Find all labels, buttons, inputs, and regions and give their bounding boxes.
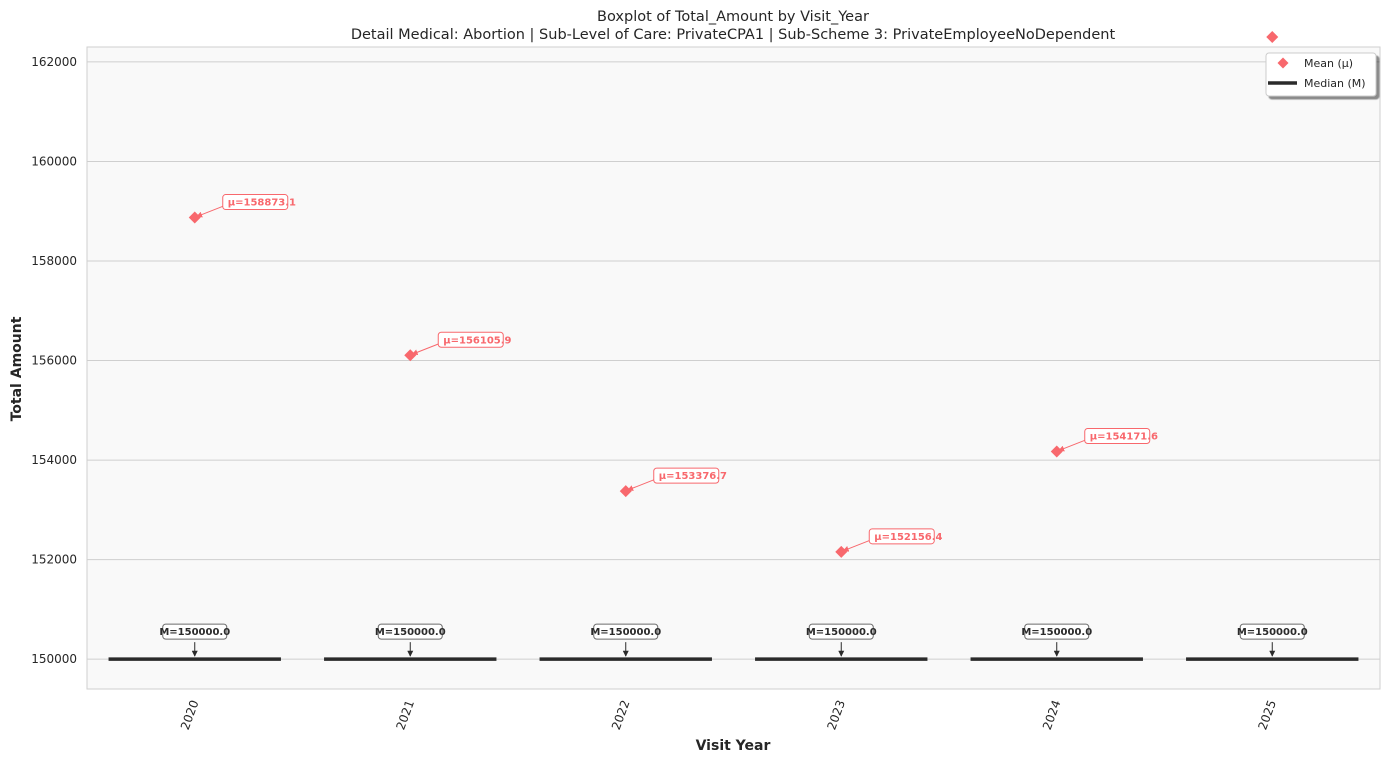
x-tick-label: 2023	[824, 698, 848, 731]
legend: Mean (μ) Median (M)	[1265, 52, 1377, 97]
median-label: M=150000.0	[1021, 627, 1092, 638]
median-label-box	[808, 623, 874, 640]
median-label-box	[1024, 623, 1090, 640]
mean-label-box	[1084, 428, 1151, 445]
mean-label: μ=152156.4	[874, 532, 942, 543]
x-tick-label: 2024	[1040, 698, 1064, 731]
chart-title: Boxplot of Total_Amount by Visit_Year	[597, 9, 869, 25]
y-tick-label: 158000	[31, 254, 77, 268]
mean-arrow	[842, 539, 872, 552]
y-axis-label: Total Amount	[9, 316, 25, 421]
y-tick-label: 152000	[31, 553, 77, 567]
median-label: M=150000.0	[590, 627, 661, 638]
legend-box	[1265, 52, 1377, 97]
y-tick-label: 160000	[31, 154, 77, 168]
median-label-box	[162, 623, 228, 640]
median-label: M=150000.0	[159, 627, 230, 638]
mean-label: μ=158873.1	[228, 198, 296, 209]
mean-label-box	[868, 528, 935, 545]
mean-label-box	[437, 331, 504, 348]
x-tick-label: 2021	[393, 698, 417, 731]
chart-subtitle: Detail Medical: Abortion | Sub-Level of …	[351, 27, 1116, 43]
mean-label: μ=153376.7	[659, 471, 727, 482]
mean-arrow	[411, 342, 441, 356]
plot-area	[86, 46, 1381, 690]
median-series: M=150000.0 M=150000.0 M=150000.0 M=150000.0…	[108, 623, 1359, 661]
mean-arrow	[196, 205, 225, 218]
median-label-box	[593, 623, 659, 640]
mean-label-box	[222, 194, 289, 211]
mean-marker	[1266, 31, 1279, 44]
mean-label: μ=156105.9	[443, 335, 511, 346]
mean-arrow	[627, 478, 656, 491]
y-tick-label: 162000	[31, 55, 77, 69]
x-axis-label: Visit Year	[696, 738, 771, 754]
x-tick-label: 2020	[178, 698, 202, 731]
x-tick-label: 2025	[1255, 698, 1279, 731]
gridlines	[87, 61, 1380, 660]
legend-mean-label: Mean (μ)	[1304, 57, 1353, 70]
median-label: M=150000.0	[375, 627, 446, 638]
mean-arrow	[1058, 439, 1087, 452]
y-tick-label: 154000	[31, 453, 77, 467]
y-tick-label: 156000	[31, 354, 77, 368]
mean-label-box	[653, 467, 720, 484]
y-tick-label: 150000	[31, 652, 77, 666]
mean-label: μ=154171.6	[1090, 432, 1158, 443]
x-tick-label: 2022	[609, 698, 633, 731]
legend-mean-marker	[1277, 57, 1289, 69]
median-label: M=150000.0	[806, 627, 877, 638]
median-label-box	[377, 623, 443, 640]
mean-series: μ=158873.1 μ=156105.9 μ=153376.7 μ=152156.4…	[188, 31, 1279, 558]
median-label: M=150000.0	[1237, 627, 1308, 638]
median-label-box	[1239, 623, 1305, 640]
y-axis-ticks: 150000 152000 154000 156000 158000 160000 1620…	[31, 55, 77, 666]
x-axis-ticks: 2020 2021 2022 2023 2024 2025	[178, 698, 1279, 731]
legend-median-label: Median (M)	[1304, 77, 1366, 90]
